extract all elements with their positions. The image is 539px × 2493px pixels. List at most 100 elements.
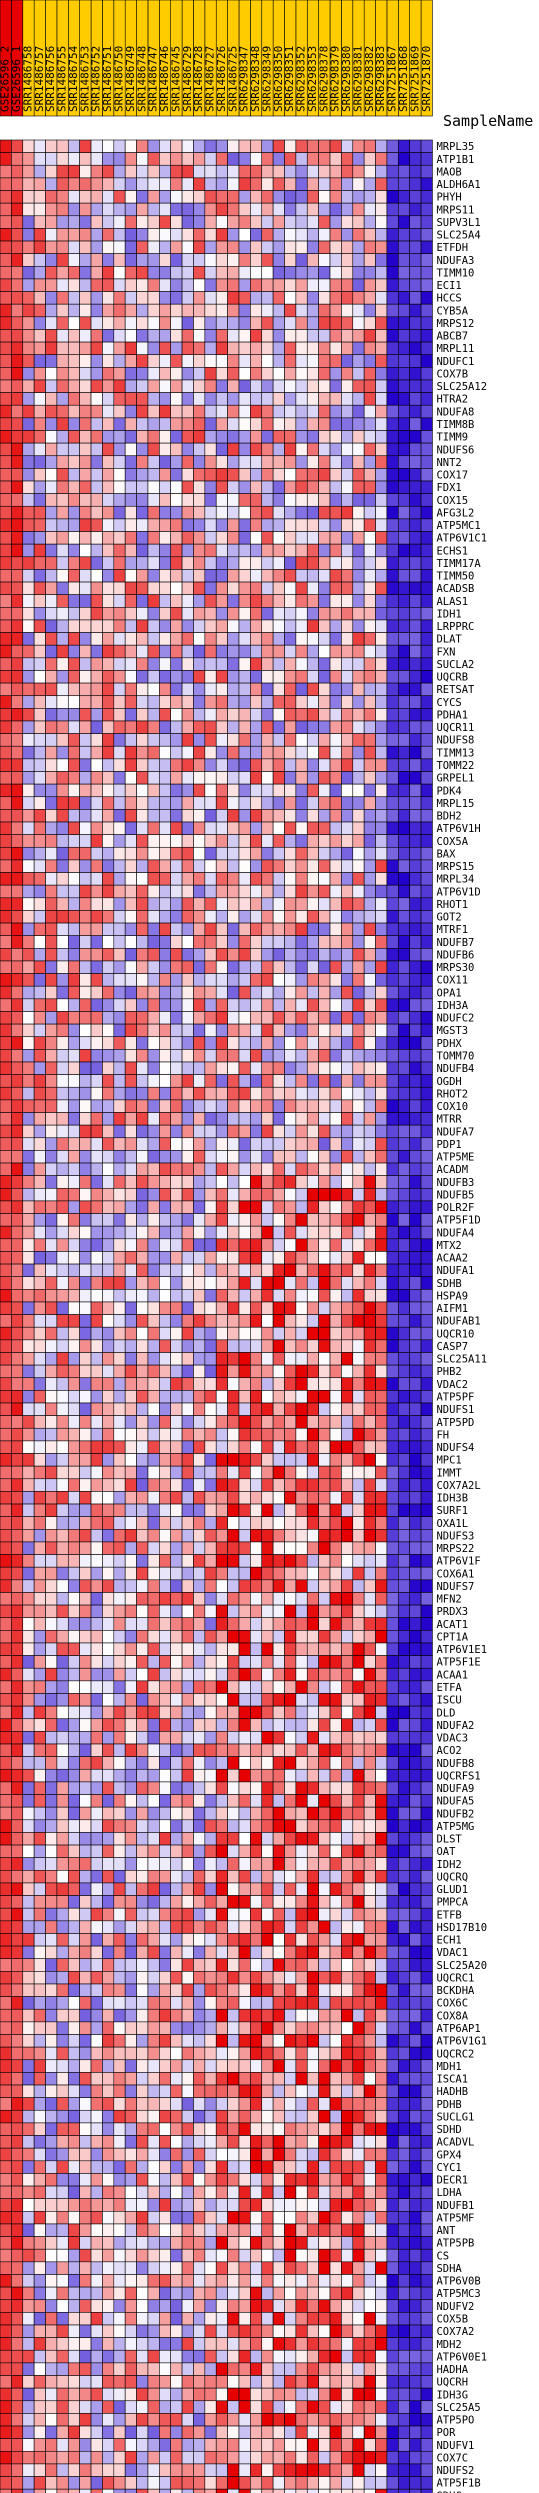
heatmap-cell [136,1036,149,1050]
heatmap-cell [420,265,433,280]
heatmap-cell [227,291,240,305]
heatmap-cell [45,1579,58,1593]
heatmap-cell [363,783,376,798]
heatmap-cell [261,758,274,772]
heatmap-cell [33,809,46,823]
heatmap-cell [124,1541,137,1555]
heatmap-cell [79,1238,92,1252]
heatmap-cell [204,796,217,810]
heatmap-cell [159,303,172,318]
heatmap-cell [136,1086,149,1101]
heatmap-cell [124,670,137,684]
heatmap-cell [181,1655,194,1669]
heatmap-cell [295,291,308,305]
heatmap-cell [147,1554,160,1568]
heatmap-cell [397,1566,410,1581]
heatmap-cell [11,619,24,633]
heatmap-cell [170,1086,183,1101]
heatmap-cell [295,1390,308,1404]
heatmap-cell [204,1415,217,1429]
heatmap-cell [341,1415,354,1429]
heatmap-cell [11,948,24,962]
heatmap-cell [227,1478,240,1492]
heatmap-cell [181,1175,194,1189]
heatmap-cell [136,1465,149,1480]
heatmap-cell [56,1200,69,1214]
column-label: SRR1486753 [78,46,91,112]
heatmap-cell [295,1667,308,1682]
heatmap-cell [102,468,115,482]
heatmap-cell [272,417,285,431]
heatmap-cell [33,1402,46,1416]
heatmap-cell [375,1667,388,1682]
heatmap-cell [397,1642,410,1656]
heatmap-cell [397,1049,410,1063]
heatmap-cell [0,468,12,482]
heatmap-cell [341,859,354,873]
heatmap-cell [124,1339,137,1353]
heatmap-cell [124,1390,137,1404]
column-label: SRR1486750 [112,46,125,112]
heatmap-cell [22,569,35,583]
heatmap-cell [318,682,331,697]
heatmap-cell [295,493,308,507]
heatmap-cell [45,1655,58,1669]
heatmap-cell [329,973,342,987]
heatmap-cell [181,1680,194,1694]
heatmap-cell [272,215,285,229]
heatmap-cell [352,644,365,659]
heatmap-cell [318,505,331,520]
heatmap-cell [284,594,297,608]
heatmap-cell [284,682,297,697]
heatmap-cell [33,442,46,457]
heatmap-cell [284,935,297,949]
heatmap-cell [102,1162,115,1176]
heatmap-cell [272,1579,285,1593]
heatmap-cell [409,1377,422,1391]
heatmap-cell [420,152,433,166]
heatmap-cell [318,1289,331,1303]
heatmap-cell [124,1112,137,1126]
heatmap-cell [33,1554,46,1568]
heatmap-cell [375,164,388,179]
heatmap-cell [306,1680,319,1694]
heatmap-cell [159,139,172,153]
heatmap-cell [56,253,69,267]
heatmap-cell [409,1339,422,1353]
heatmap-cell [0,948,12,962]
heatmap-cell [284,1680,297,1694]
heatmap-cell [318,404,331,419]
heatmap-cell [363,695,376,709]
heatmap-cell [204,1289,217,1303]
heatmap-cell [11,1529,24,1543]
heatmap-cell [238,442,251,457]
heatmap-cell [306,935,319,949]
heatmap-cell [90,1579,103,1593]
heatmap-cell [102,884,115,899]
heatmap-cell [33,948,46,962]
heatmap-cell [67,1592,80,1606]
heatmap-cell [79,1731,92,1745]
heatmap-cell [238,493,251,507]
heatmap-cell [363,442,376,457]
heatmap-cell [0,796,12,810]
heatmap-cell [181,1693,194,1707]
heatmap-cell [170,1238,183,1252]
heatmap-cell [159,910,172,924]
heatmap-cell [90,139,103,153]
heatmap-cell [0,455,12,469]
heatmap-cell [0,758,12,772]
heatmap-cell [341,455,354,469]
heatmap-cell [204,177,217,191]
heatmap-cell [204,1213,217,1227]
heatmap-cell [0,1465,12,1480]
heatmap-cell [45,190,58,204]
heatmap-cell [306,1529,319,1543]
heatmap-cell [22,1630,35,1644]
heatmap-cell [295,1339,308,1353]
heatmap-cell [79,1529,92,1543]
heatmap-cell [386,1251,399,1265]
heatmap-cell [306,884,319,899]
heatmap-cell [33,1137,46,1151]
heatmap-cell [0,998,12,1012]
